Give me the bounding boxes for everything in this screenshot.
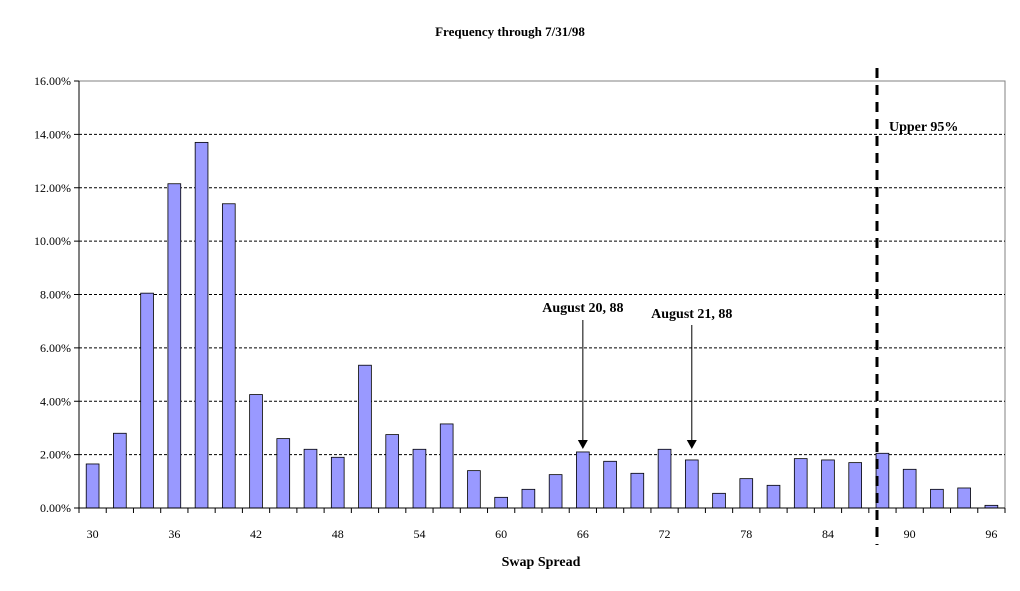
y-tick-label: 12.00% <box>34 181 71 195</box>
x-axis-label: Swap Spread <box>502 555 581 570</box>
y-tick-label: 0.00% <box>40 501 71 515</box>
annotation-label: August 20, 88 <box>542 301 623 316</box>
x-tick-label: 78 <box>740 527 752 541</box>
y-tick-label: 2.00% <box>40 448 71 462</box>
chart-title: Frequency through 7/31/98 <box>435 24 585 39</box>
bar <box>576 451 590 509</box>
bar <box>793 458 808 509</box>
y-tick-label: 8.00% <box>40 288 71 302</box>
bar <box>439 423 454 509</box>
x-tick-label: 72 <box>659 527 671 541</box>
annotation-label: August 21, 88 <box>651 307 732 322</box>
bar <box>766 484 781 509</box>
x-tick-label: 66 <box>577 527 589 541</box>
bar <box>194 141 209 509</box>
bar <box>521 488 536 509</box>
bar <box>821 459 835 509</box>
bar <box>276 438 291 509</box>
bar <box>385 434 400 509</box>
y-tick-label: 4.00% <box>40 394 71 408</box>
x-tick-label: 36 <box>168 527 180 541</box>
bar <box>548 474 563 509</box>
y-axis-ticks: 0.00% 2.00% 4.00% 6.00% 8.00% 10.00% 12.00% 14.… <box>34 74 79 515</box>
bar <box>412 448 427 509</box>
bar <box>739 478 754 509</box>
bar <box>140 292 154 509</box>
bar <box>303 448 318 509</box>
bar <box>712 492 726 509</box>
bar <box>167 183 182 509</box>
x-axis-ticks: 30 36 42 48 54 60 66 72 78 84 90 96 <box>78 508 1006 541</box>
annotation-arrow-head <box>686 440 697 449</box>
x-tick-label: 60 <box>495 527 507 541</box>
bar <box>358 364 372 509</box>
bar <box>657 448 672 509</box>
annotations: August 20, 88 August 21, 88 <box>542 301 732 449</box>
annotation-arrow-head <box>577 440 588 449</box>
y-tick-label: 10.00% <box>34 234 71 248</box>
bar <box>957 487 971 509</box>
x-tick-label: 30 <box>87 527 99 541</box>
x-tick-label: 84 <box>822 527 834 541</box>
bar <box>85 463 100 509</box>
bar <box>930 488 944 509</box>
bar <box>113 432 127 509</box>
gridlines <box>79 133 1005 456</box>
x-tick-label: 54 <box>413 527 425 541</box>
x-tick-label: 48 <box>332 527 344 541</box>
x-tick-label: 42 <box>250 527 262 541</box>
bar <box>848 462 863 509</box>
bar <box>249 394 263 509</box>
bar <box>467 470 481 509</box>
bar <box>494 496 508 509</box>
bar <box>603 460 617 509</box>
bar <box>684 459 699 509</box>
y-tick-label: 16.00% <box>34 74 71 88</box>
bars <box>85 141 999 509</box>
upper-95-label: Upper 95% <box>889 120 958 135</box>
x-tick-label: 90 <box>904 527 916 541</box>
bar <box>330 456 345 509</box>
y-tick-label: 6.00% <box>40 341 71 355</box>
y-tick-label: 14.00% <box>34 127 71 141</box>
bar <box>630 472 645 509</box>
bar <box>221 203 236 509</box>
x-tick-label: 96 <box>985 527 997 541</box>
bar <box>902 468 917 509</box>
